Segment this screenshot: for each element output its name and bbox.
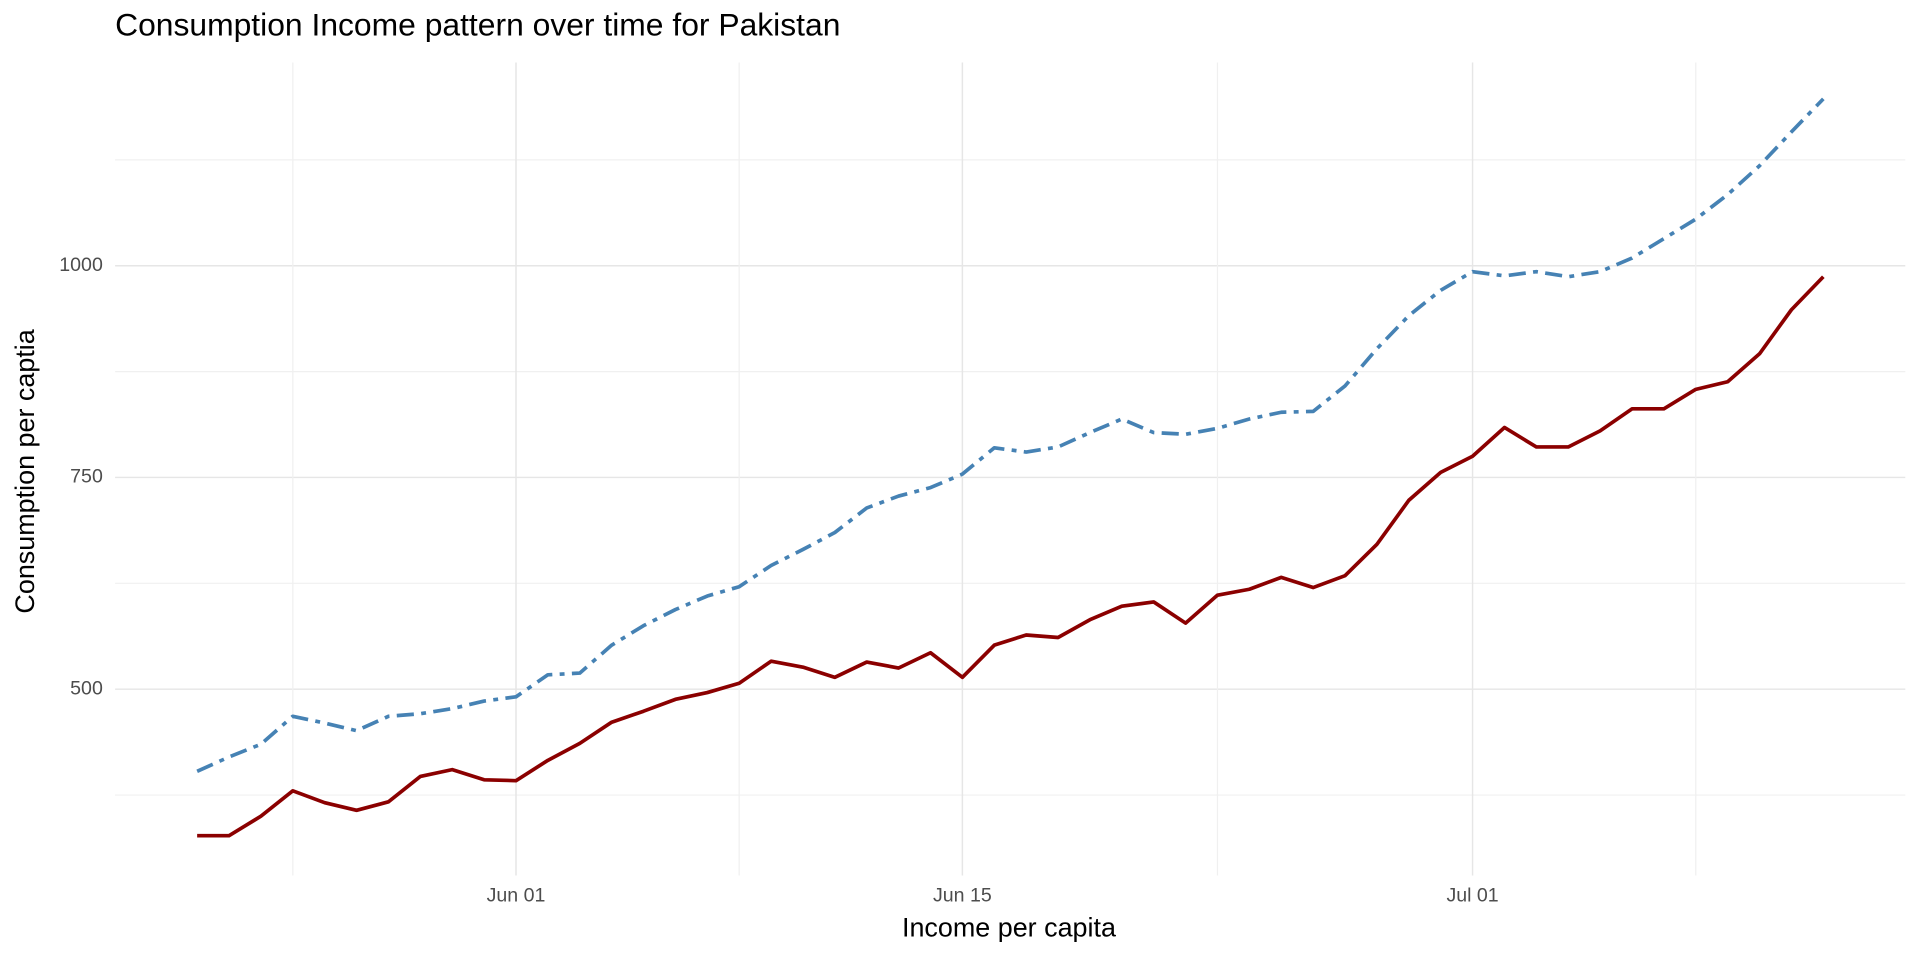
plot-area	[196, 97, 1825, 838]
grid	[115, 62, 1906, 876]
series-line	[196, 97, 1825, 774]
x-axis-title: Income per capita	[902, 912, 1116, 942]
x-tick-label: Jun 15	[933, 884, 992, 906]
y-tick-label: 1000	[59, 254, 103, 276]
y-tick-label: 750	[70, 466, 103, 488]
y-axis-title: Consumption per captia	[10, 329, 40, 613]
chart-title: Consumption Income pattern over time for…	[115, 6, 840, 42]
series-line	[197, 275, 1825, 838]
x-tick-label: Jul 01	[1446, 884, 1498, 906]
y-tick-label: 500	[70, 677, 103, 699]
x-tick-label: Jun 01	[487, 884, 546, 906]
